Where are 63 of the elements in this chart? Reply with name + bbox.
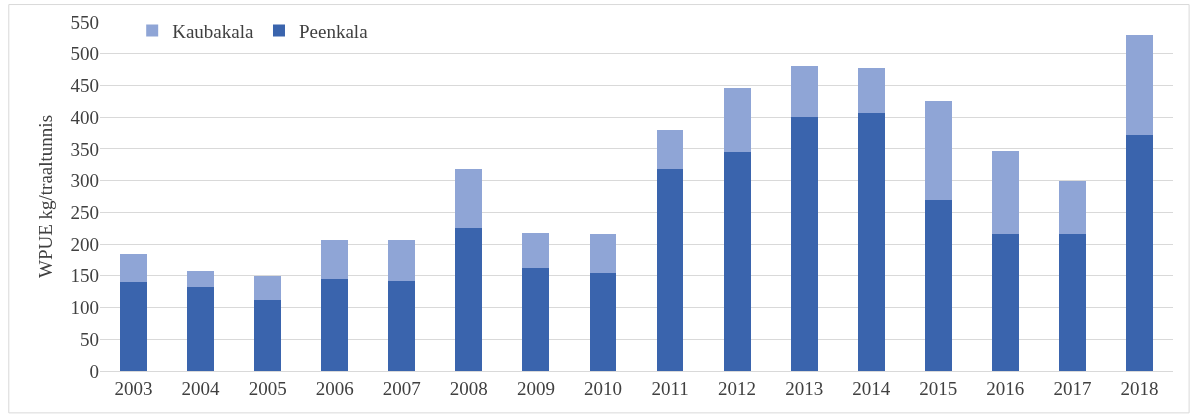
bar [187, 271, 215, 288]
x-tick-label: 2012 [718, 377, 757, 399]
bar [388, 280, 416, 371]
x-tick-label: 2006 [315, 377, 354, 399]
x-tick-label: 2008 [449, 377, 488, 399]
bar [589, 233, 617, 273]
x-tick-label: 2013 [785, 377, 824, 399]
y-tick-label: 0 [89, 360, 99, 382]
x-tick-label: 2018 [1120, 377, 1159, 399]
y-tick-label: 500 [70, 43, 99, 65]
bar [1126, 34, 1153, 135]
bar [455, 228, 483, 371]
y-tick-label: 50 [80, 328, 99, 350]
y-tick-label: 550 [70, 11, 99, 33]
y-tick-label: 450 [70, 75, 99, 97]
bar [656, 168, 684, 371]
bar [1058, 181, 1086, 234]
x-tick-label: 2015 [919, 377, 958, 399]
bar [1126, 134, 1153, 371]
bar [455, 168, 483, 229]
bar [187, 287, 215, 371]
y-tick-label: 100 [70, 297, 99, 319]
bar [388, 240, 416, 281]
bar [857, 113, 885, 371]
x-tick-label: 2010 [583, 377, 622, 399]
y-tick-label: 200 [70, 233, 99, 255]
y-tick-label: 400 [70, 106, 99, 128]
legend-label: Peenkala [298, 20, 369, 42]
x-tick-label: 2016 [986, 377, 1025, 399]
y-tick-label: 350 [70, 138, 99, 160]
x-tick-label: 2005 [248, 377, 287, 399]
bar [120, 253, 147, 283]
y-tick-label: 150 [70, 265, 99, 287]
legend-label: Kaubakala [172, 20, 254, 42]
bar [857, 68, 885, 114]
bar [991, 233, 1019, 371]
bar [589, 272, 617, 371]
x-tick-label: 2014 [852, 377, 891, 399]
bar [254, 276, 282, 300]
y-tick-label: 300 [70, 170, 99, 192]
bar [321, 278, 349, 371]
bar [120, 282, 147, 371]
bar [522, 232, 550, 268]
bar [321, 240, 349, 279]
x-tick-label: 2017 [1053, 377, 1092, 399]
bar [522, 267, 550, 371]
bar [991, 150, 1019, 234]
bar [1058, 233, 1086, 371]
bar [924, 100, 952, 201]
bar [656, 129, 684, 169]
y-tick-label: 250 [70, 202, 99, 224]
bar [790, 65, 818, 117]
x-tick-label: 2011 [651, 377, 689, 399]
bar [254, 299, 282, 371]
bar [924, 200, 952, 371]
x-tick-label: 2009 [516, 377, 555, 399]
bar [790, 116, 818, 371]
bar [723, 87, 751, 153]
x-tick-label: 2007 [382, 377, 421, 399]
y-axis-title: WPUE kg/traaltunnis [35, 114, 56, 279]
bar [723, 152, 751, 371]
x-tick-label: 2003 [114, 377, 153, 399]
x-tick-label: 2004 [181, 377, 221, 399]
